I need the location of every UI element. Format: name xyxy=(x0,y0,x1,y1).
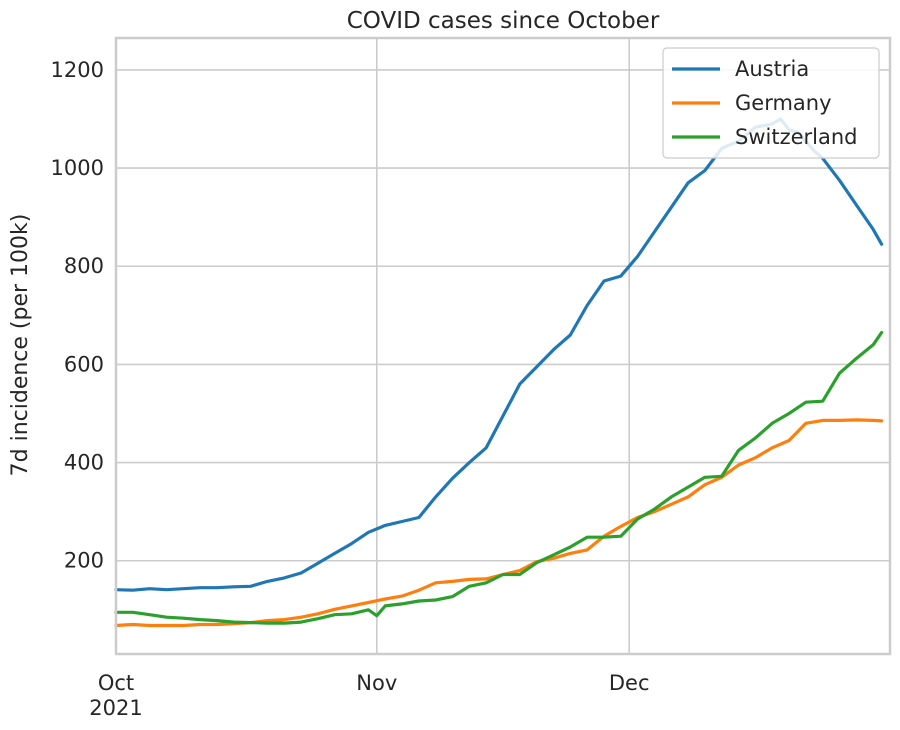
legend-frame xyxy=(662,47,880,159)
legend: Austria Germany Switzerland xyxy=(662,47,880,159)
y-tick-label: 200 xyxy=(64,549,104,573)
plot-lines xyxy=(114,117,884,628)
y-axis-label: 7d incidence (per 100k) xyxy=(8,214,33,477)
gridlines xyxy=(116,38,890,654)
x-tick-label: Dec xyxy=(609,671,650,695)
series-line-germany xyxy=(114,418,884,628)
legend-label-austria: Austria xyxy=(735,57,809,81)
y-tick-label: 1000 xyxy=(51,156,104,180)
y-tick-label: 800 xyxy=(64,254,104,278)
plot-frame xyxy=(114,36,892,656)
series-line-switzerland xyxy=(114,330,884,625)
legend-label-germany: Germany xyxy=(735,91,832,115)
y-tick-label: 1200 xyxy=(51,58,104,82)
y-tick-label: 600 xyxy=(64,352,104,376)
x-tick-label: Oct xyxy=(98,671,134,695)
legend-label-switzerland: Switzerland xyxy=(735,125,858,149)
chart-title: COVID cases since October xyxy=(347,8,660,34)
x-tick-sublabel: 2021 xyxy=(89,696,142,720)
y-tick-label: 400 xyxy=(64,451,104,475)
series-line-austria xyxy=(114,117,884,592)
x-tick-label: Nov xyxy=(356,671,397,695)
